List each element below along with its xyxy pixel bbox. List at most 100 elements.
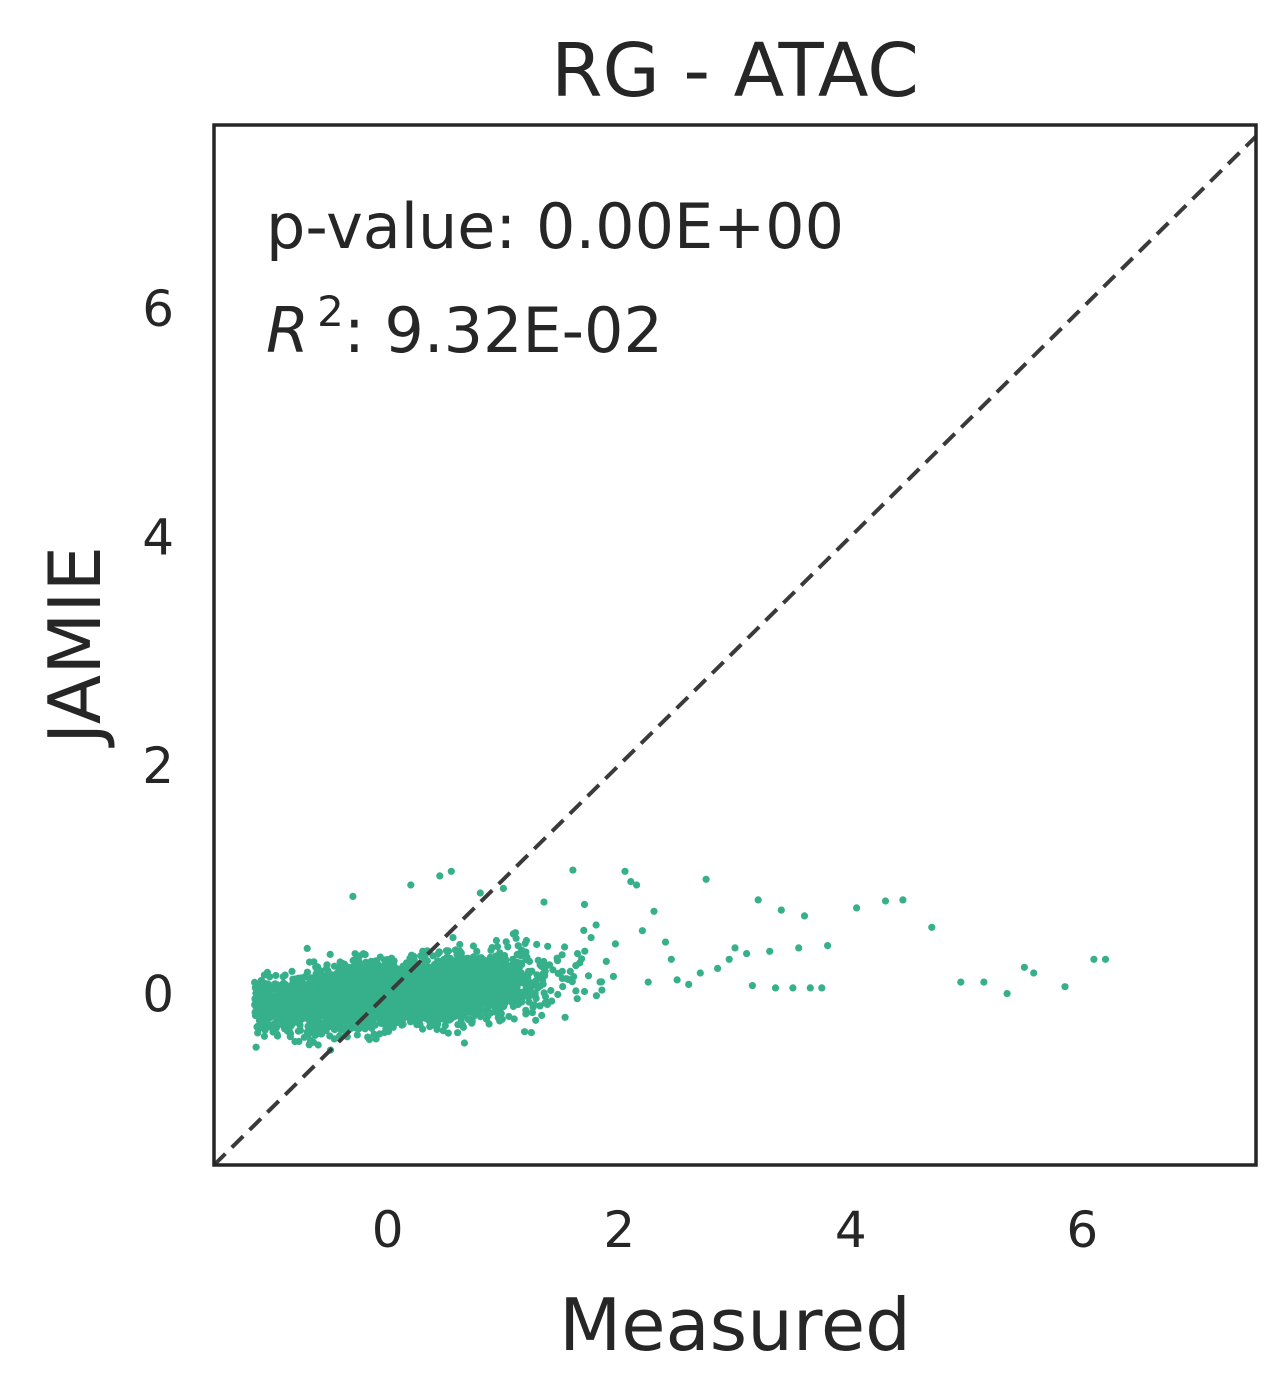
data-point — [561, 1013, 569, 1021]
data-point — [326, 1016, 334, 1024]
data-point — [402, 968, 410, 976]
data-point — [261, 993, 269, 1001]
data-point — [387, 1001, 395, 1009]
data-point — [446, 990, 454, 998]
data-point — [532, 1016, 540, 1024]
data-point — [980, 978, 988, 986]
data-point — [592, 992, 601, 1000]
data-point — [523, 993, 532, 1001]
y-axis-label: JAMIE — [33, 546, 117, 748]
data-point — [286, 1030, 295, 1038]
data-point — [1003, 990, 1011, 998]
data-point — [350, 985, 358, 993]
data-point — [492, 1008, 500, 1016]
y-tick-label: 6 — [142, 280, 174, 338]
data-point — [492, 994, 501, 1003]
data-point — [475, 1010, 483, 1018]
data-point — [300, 1033, 308, 1041]
data-point — [407, 1007, 415, 1015]
data-point — [493, 943, 502, 951]
data-point — [381, 989, 389, 997]
data-point — [569, 866, 577, 874]
data-point — [685, 980, 693, 989]
data-point — [338, 959, 346, 967]
data-point — [323, 1008, 331, 1017]
data-point — [754, 896, 762, 904]
data-point — [534, 973, 543, 981]
data-point — [390, 957, 398, 965]
data-point — [342, 987, 350, 995]
data-point — [334, 1014, 342, 1022]
data-point — [541, 993, 550, 1001]
data-point — [766, 947, 774, 955]
data-point — [409, 1015, 417, 1023]
reference-diagonal-line — [212, 135, 1258, 1167]
data-point — [549, 966, 557, 974]
data-point — [285, 1001, 293, 1009]
data-point — [322, 1027, 330, 1035]
data-point — [447, 867, 455, 875]
data-point — [543, 998, 551, 1006]
data-point — [449, 934, 457, 942]
data-point — [296, 1026, 304, 1034]
data-point — [1061, 983, 1069, 991]
data-point — [358, 987, 366, 995]
data-point — [313, 980, 321, 988]
data-point — [521, 1028, 529, 1036]
data-point — [928, 923, 936, 931]
data-point — [464, 967, 472, 975]
data-point — [449, 967, 457, 975]
data-point — [470, 985, 478, 993]
data-point — [536, 1002, 544, 1010]
data-point — [503, 994, 511, 1002]
data-point — [254, 997, 262, 1006]
data-point — [455, 1002, 463, 1010]
data-point — [333, 973, 341, 981]
data-point — [492, 936, 500, 945]
data-point — [494, 981, 502, 989]
data-point — [384, 957, 392, 965]
data-point — [580, 900, 589, 909]
data-point — [342, 1005, 350, 1013]
data-point — [553, 957, 562, 965]
chart-title: RG - ATAC — [551, 28, 919, 114]
data-point — [382, 1025, 390, 1033]
data-point — [499, 884, 507, 893]
data-point — [330, 1025, 338, 1033]
data-point — [480, 968, 489, 976]
data-point — [514, 1000, 522, 1009]
data-point — [621, 867, 629, 875]
y-tick-label: 0 — [142, 966, 174, 1024]
data-point — [489, 957, 498, 965]
data-point — [427, 1022, 435, 1030]
data-point — [273, 1016, 282, 1024]
data-point — [513, 968, 522, 976]
data-point — [598, 986, 606, 994]
data-point — [771, 984, 780, 992]
data-point — [313, 965, 321, 973]
y-tick-label: 2 — [142, 737, 174, 795]
data-point — [795, 944, 803, 952]
data-point — [399, 1020, 407, 1028]
data-point — [430, 962, 438, 970]
data-point — [347, 993, 355, 1001]
data-point — [305, 958, 314, 966]
data-point — [390, 1020, 398, 1028]
x-tick-label: 0 — [372, 1201, 404, 1259]
data-point — [266, 973, 274, 981]
data-point — [354, 970, 362, 978]
data-point — [505, 1012, 513, 1021]
x-axis-label: Measured — [559, 1283, 911, 1367]
data-point — [531, 991, 539, 999]
data-point — [345, 1010, 353, 1019]
data-point — [303, 985, 311, 993]
data-point — [469, 957, 477, 965]
data-point — [473, 947, 481, 956]
data-point — [434, 986, 442, 995]
data-point — [725, 955, 733, 963]
data-point — [431, 977, 439, 985]
data-point — [269, 1002, 277, 1010]
data-point — [422, 1004, 430, 1012]
data-point — [303, 944, 311, 953]
data-point — [409, 971, 417, 979]
